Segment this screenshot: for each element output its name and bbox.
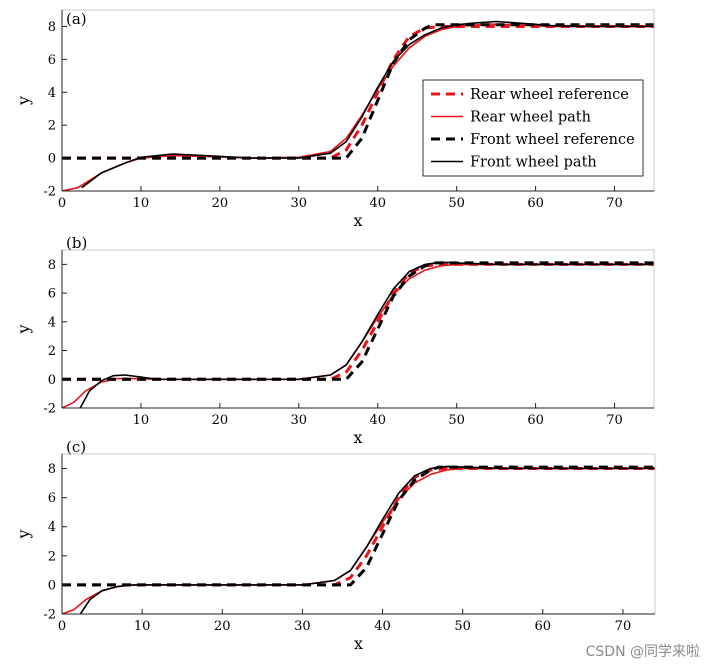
x-tick-label: 20 (212, 196, 229, 211)
y-tick-label: 8 (48, 462, 56, 477)
x-tick-label: 30 (294, 619, 311, 634)
legend-entry: Rear wheel path (470, 110, 591, 126)
x-tick-label: 10 (134, 619, 151, 634)
y-tick-label: 6 (48, 491, 56, 506)
x-tick-label: 40 (369, 413, 386, 428)
y-axis-label: y (14, 324, 33, 334)
x-tick-label: 70 (606, 196, 623, 211)
y-tick-label: 0 (48, 578, 56, 593)
x-tick-label: 40 (374, 619, 391, 634)
legend: Rear wheel reference Rear wheel path Front… (422, 79, 644, 177)
x-tick-label: 70 (615, 619, 632, 634)
y-tick-label: 2 (48, 344, 56, 359)
y-tick-label: 8 (48, 20, 56, 35)
series-line-front-wheel-reference (62, 23, 654, 160)
x-tick-label: 30 (291, 196, 308, 211)
y-tick-label: 4 (48, 315, 56, 330)
chart-panel-2: 10 20 30 40 50 60 70 -2 0 2 4 6 8 x y (b) (14, 234, 655, 447)
series-line-front-wheel-path (79, 465, 655, 614)
legend-entry: Front wheel path (470, 155, 597, 171)
x-tick-label: 10 (133, 196, 150, 211)
x-tick-label: 20 (212, 413, 229, 428)
legend-entry: Front wheel reference (470, 132, 635, 148)
series-line-rear-wheel-reference (62, 262, 654, 381)
x-tick-label: 40 (369, 196, 386, 211)
x-tick-label: 20 (214, 619, 231, 634)
x-tick-label: 70 (606, 413, 623, 428)
watermark-text: CSDN @同学来啦 (585, 644, 700, 660)
y-tick-label: 2 (48, 549, 56, 564)
panel-label: (a) (66, 10, 87, 28)
x-axis-label: x (353, 428, 362, 447)
series-line-front-wheel-reference (62, 261, 654, 381)
y-axis-label: y (14, 96, 33, 106)
x-tick-label: 50 (448, 413, 465, 428)
y-tick-label: 6 (48, 53, 56, 68)
x-tick-label: 0 (58, 196, 66, 211)
legend-box (422, 79, 644, 177)
x-tick-label: 50 (448, 196, 465, 211)
x-tick-label: 0 (58, 619, 66, 634)
y-tick-label: -2 (43, 608, 56, 623)
plot-frame (61, 249, 655, 409)
y-axis-label: y (14, 529, 33, 539)
y-tick-label: 4 (48, 520, 56, 535)
x-tick-label: 60 (535, 619, 552, 634)
x-tick-label: 30 (291, 413, 308, 428)
x-tick-label: 60 (527, 196, 544, 211)
legend-entry: Rear wheel reference (470, 87, 629, 103)
x-tick-label: 50 (454, 619, 471, 634)
y-tick-label: 0 (48, 152, 56, 167)
y-tick-label: -2 (43, 402, 56, 417)
y-tick-label: -2 (43, 185, 56, 200)
y-tick-label: 8 (48, 258, 56, 273)
y-tick-label: 2 (48, 119, 56, 134)
series-line-front-wheel-path (81, 20, 654, 189)
panel-label: (c) (66, 438, 86, 456)
series-line-rear-wheel-path (62, 467, 655, 614)
x-axis-label: x (353, 211, 362, 230)
x-axis-label: x (354, 634, 363, 653)
series-line-front-wheel-path (79, 261, 654, 408)
panel-label: (b) (66, 234, 87, 252)
x-tick-label: 60 (527, 413, 544, 428)
y-tick-label: 6 (48, 287, 56, 302)
x-tick-label: 10 (133, 413, 150, 428)
plot-frame (61, 453, 656, 615)
series-line-rear-wheel-path (62, 263, 654, 408)
y-tick-label: 0 (48, 373, 56, 388)
series-line-rear-wheel-reference (62, 467, 655, 587)
y-tick-label: 4 (48, 86, 56, 101)
